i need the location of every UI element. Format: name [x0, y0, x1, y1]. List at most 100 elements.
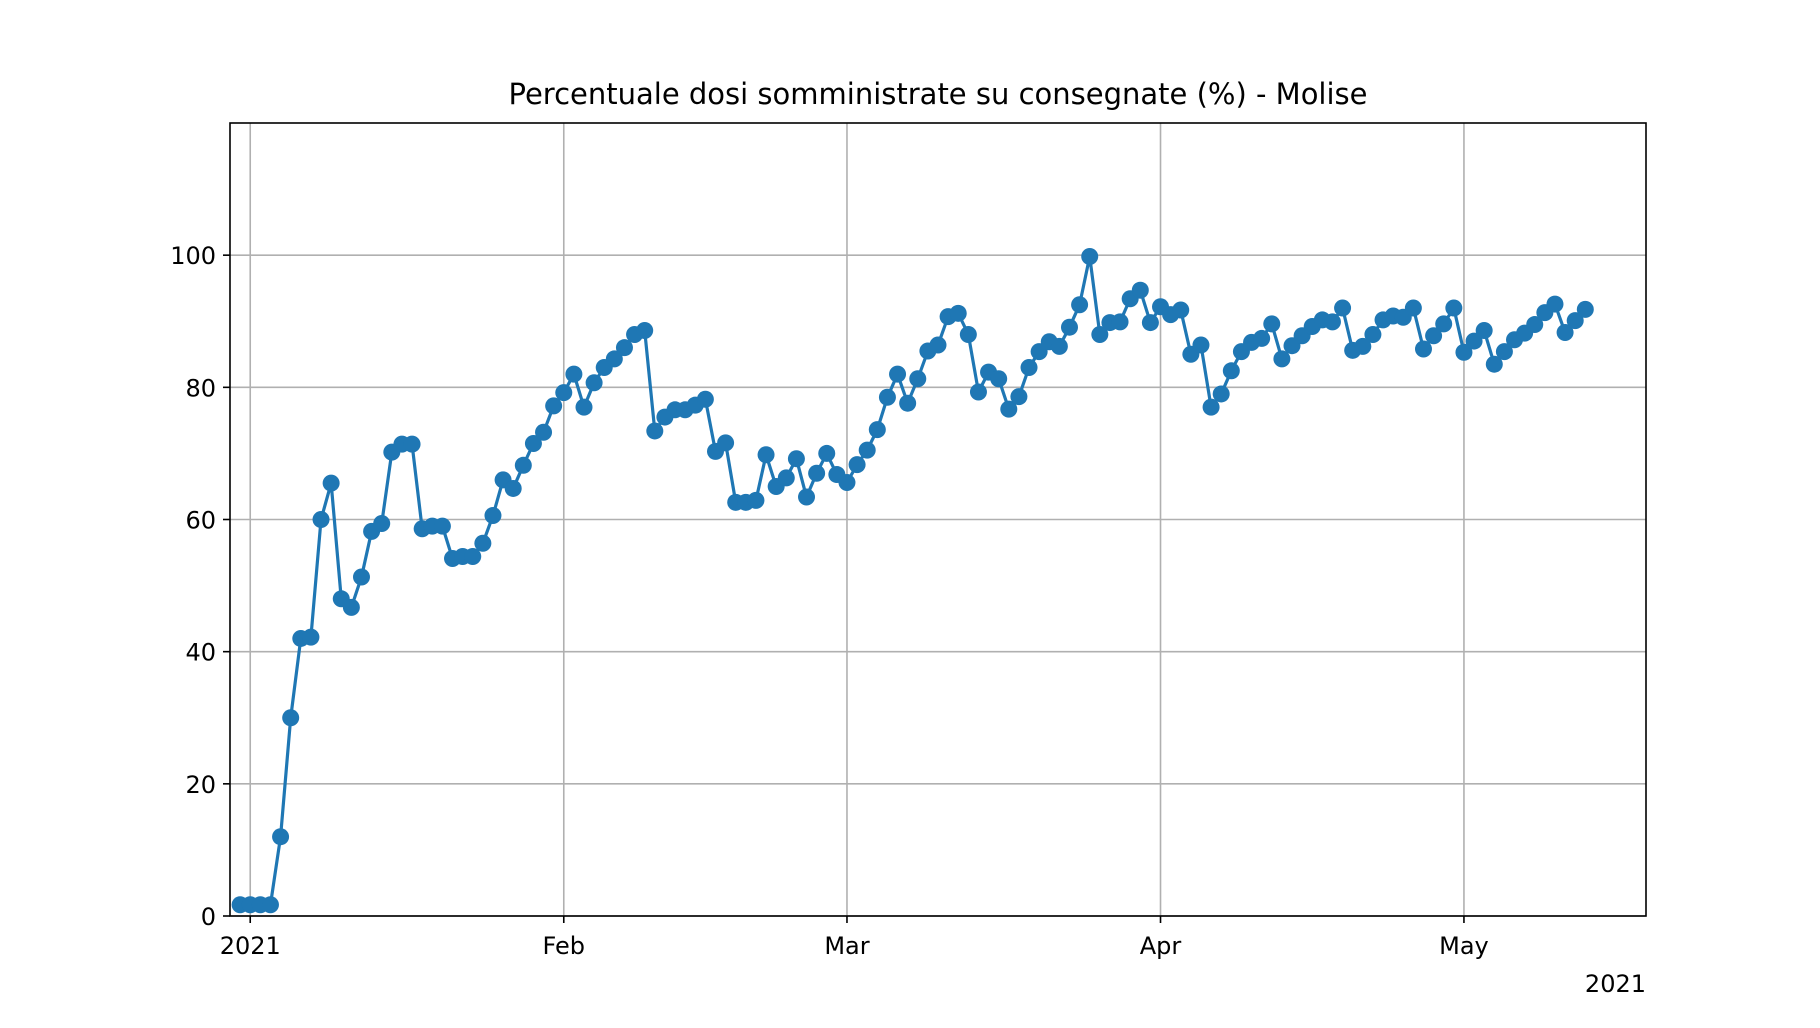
data-point: [1334, 299, 1352, 317]
data-point: [312, 511, 330, 528]
axis-ticks: 2021 Feb Mar Apr May 0 20 40 60 80 100: [170, 242, 1489, 960]
y-tick-label: 20: [185, 771, 216, 799]
data-point: [808, 464, 826, 482]
data-point: [403, 435, 421, 453]
data-point: [1414, 340, 1432, 358]
y-tick-label: 60: [185, 507, 216, 535]
data-point: [929, 336, 947, 354]
data-point: [373, 514, 391, 532]
data-point: [282, 709, 300, 727]
y-tick-label: 100: [170, 242, 216, 270]
data-point: [1445, 299, 1463, 317]
data-point: [1111, 313, 1129, 331]
data-point: [1546, 295, 1564, 313]
data-point: [1000, 400, 1018, 418]
data-point: [1323, 313, 1341, 331]
data-point: [959, 325, 977, 343]
data-point: [858, 441, 876, 459]
data-point: [889, 365, 907, 383]
chart-title: Percentuale dosi somministrate su conseg…: [509, 77, 1368, 111]
data-point: [1566, 312, 1584, 330]
data-point: [1495, 343, 1513, 361]
data-point: [646, 422, 664, 440]
data-point: [433, 517, 451, 535]
data-point: [1071, 296, 1089, 314]
data-point: [555, 384, 573, 402]
data-point: [747, 491, 765, 509]
data-point: [1020, 359, 1038, 377]
data-point: [798, 488, 816, 506]
data-point: [1404, 299, 1422, 317]
data-point: [1050, 337, 1068, 355]
data-point: [696, 390, 714, 408]
data-point: [848, 456, 866, 474]
data-point: [949, 304, 967, 322]
y-tick-label: 0: [201, 903, 216, 931]
data-point: [1273, 350, 1291, 368]
data-point: [1354, 337, 1372, 355]
data-point: [605, 350, 623, 368]
data-point: [1222, 362, 1240, 380]
data-point: [757, 446, 775, 464]
data-point: [1526, 316, 1544, 334]
data-point: [909, 370, 927, 388]
data-point: [1010, 388, 1028, 406]
data-point: [302, 628, 320, 646]
y-tick-label: 40: [185, 639, 216, 667]
data-point: [1435, 315, 1453, 333]
data-point: [565, 365, 583, 383]
data-point: [474, 534, 492, 552]
y-tick-label: 80: [185, 374, 216, 402]
x-tick-label: Mar: [824, 932, 869, 960]
data-point: [1202, 398, 1220, 416]
data-point: [838, 473, 856, 491]
data-point: [1556, 323, 1574, 341]
data-point: [777, 469, 795, 487]
series-layer: [231, 247, 1594, 914]
data-point: [1172, 301, 1190, 319]
data-point: [484, 507, 502, 525]
data-point: [1465, 332, 1483, 350]
data-point: [261, 896, 279, 914]
data-point: [464, 548, 482, 566]
data-point: [1141, 314, 1159, 332]
data-point: [1131, 281, 1149, 299]
x-axis-offset-label: 2021: [1585, 970, 1646, 998]
data-point: [1263, 315, 1281, 333]
x-tick-label: Feb: [543, 932, 586, 960]
data-point: [1091, 325, 1109, 343]
data-point: [899, 394, 917, 412]
data-point: [615, 339, 633, 357]
data-point: [352, 568, 370, 586]
data-point: [1455, 343, 1473, 361]
data-point: [1253, 329, 1271, 347]
data-point: [868, 421, 886, 439]
x-tick-label: Apr: [1140, 932, 1182, 960]
data-point: [524, 435, 542, 452]
data-point: [818, 444, 836, 462]
data-point: [514, 456, 532, 474]
data-point: [545, 397, 563, 415]
data-point: [1081, 247, 1099, 265]
data-point: [717, 434, 735, 452]
data-point: [1060, 318, 1078, 336]
data-point: [272, 828, 290, 846]
data-point: [1576, 300, 1594, 318]
data-point: [322, 474, 340, 492]
data-point: [1364, 325, 1382, 343]
data-point: [1475, 322, 1493, 339]
data-point: [1212, 385, 1230, 403]
data-point: [878, 388, 896, 406]
data-point: [1425, 327, 1443, 345]
data-point: [787, 450, 805, 468]
data-point: [342, 598, 360, 616]
data-point: [1192, 336, 1210, 354]
data-point: [575, 398, 593, 416]
data-point: [636, 322, 654, 339]
data-point: [504, 479, 522, 497]
data-point: [585, 374, 603, 392]
data-point: [535, 423, 553, 441]
data-point: [969, 383, 987, 401]
